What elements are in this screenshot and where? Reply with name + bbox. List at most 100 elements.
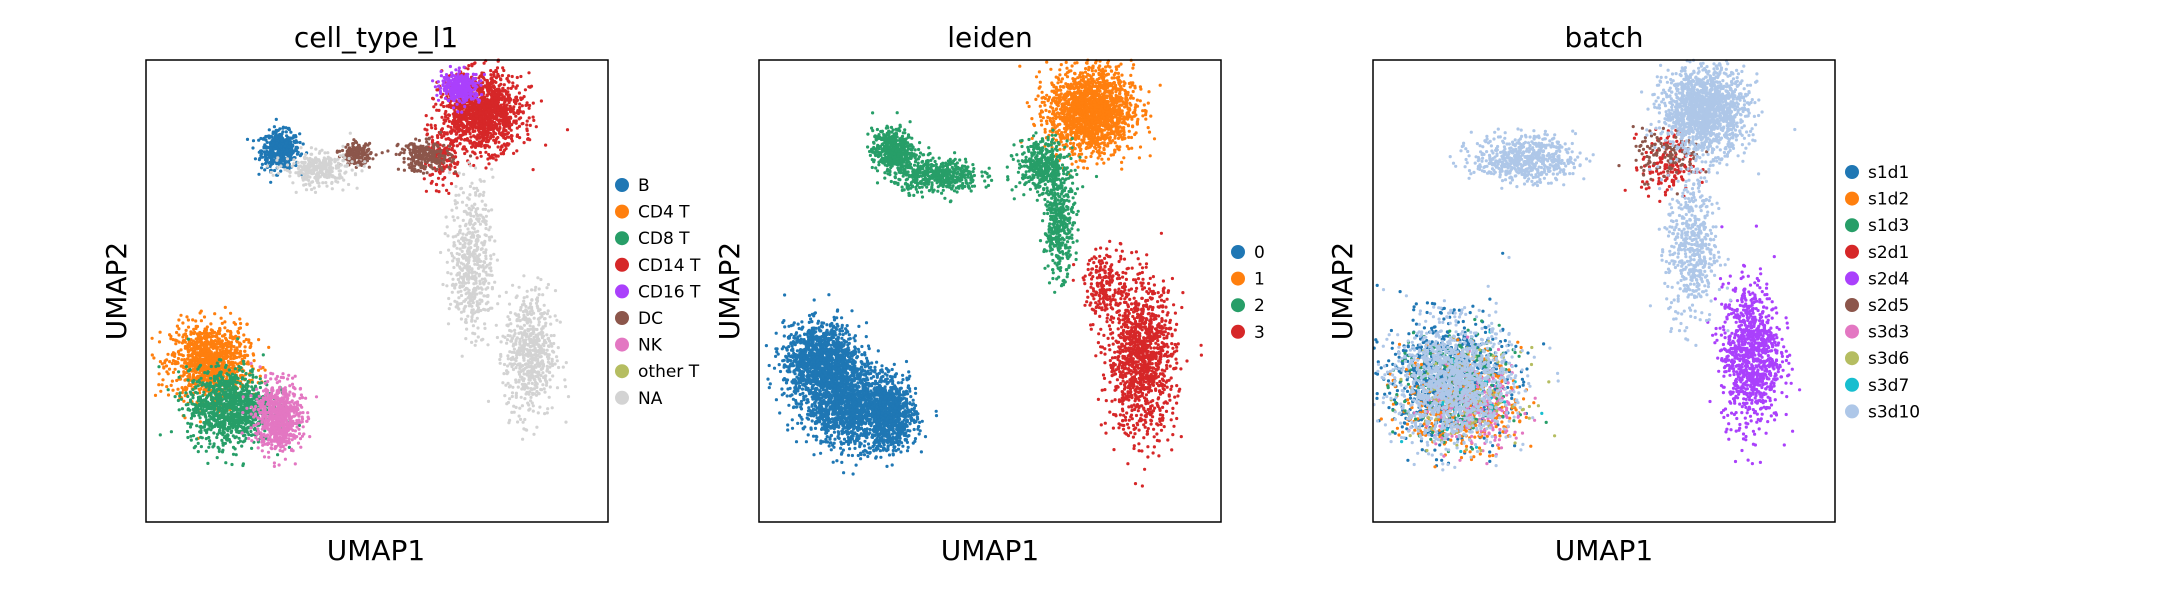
data-point	[223, 405, 226, 408]
data-point	[426, 157, 429, 160]
data-point	[157, 365, 160, 368]
data-point	[455, 77, 458, 80]
data-point	[458, 66, 461, 69]
data-point	[272, 159, 275, 162]
data-point	[521, 104, 524, 107]
data-point	[519, 75, 522, 78]
data-point	[162, 366, 165, 369]
data-point	[218, 431, 221, 434]
data-point	[192, 434, 195, 437]
data-point	[488, 155, 491, 158]
data-point	[218, 332, 221, 335]
data-point	[497, 119, 500, 122]
data-point	[236, 392, 239, 395]
data-point	[286, 136, 289, 139]
data-point	[448, 145, 451, 148]
data-point	[229, 336, 232, 339]
data-point	[447, 99, 450, 102]
data-point	[439, 92, 442, 95]
data-point	[454, 151, 457, 154]
data-point	[161, 378, 164, 381]
data-point	[475, 122, 478, 125]
data-point	[466, 67, 469, 70]
data-point	[291, 144, 294, 147]
data-point	[434, 103, 437, 106]
data-point	[302, 142, 305, 145]
data-point	[209, 322, 212, 325]
data-point	[192, 379, 195, 382]
data-point	[238, 415, 241, 418]
data-point	[224, 366, 227, 369]
data-point	[440, 74, 443, 77]
data-point	[166, 353, 169, 356]
data-point	[229, 393, 232, 396]
data-point	[181, 407, 184, 410]
data-point	[494, 140, 497, 143]
data-point	[527, 71, 530, 74]
data-point	[195, 437, 198, 440]
data-point	[486, 132, 489, 135]
data-point	[192, 368, 195, 371]
data-point	[225, 342, 228, 345]
data-point	[248, 401, 251, 404]
data-point	[210, 365, 213, 368]
data-point	[240, 425, 243, 428]
data-point	[368, 166, 371, 169]
data-point	[200, 384, 203, 387]
data-point	[498, 127, 501, 130]
data-point	[481, 89, 484, 92]
data-point	[199, 346, 202, 349]
data-point	[190, 402, 193, 405]
data-point	[492, 104, 495, 107]
data-point	[205, 385, 208, 388]
data-point	[291, 136, 294, 139]
data-point	[233, 355, 236, 358]
data-point	[435, 183, 438, 186]
series-dc	[336, 131, 472, 175]
data-point	[192, 332, 195, 335]
data-point	[291, 152, 294, 155]
data-point	[477, 81, 480, 84]
data-point	[185, 365, 188, 368]
data-point	[230, 407, 233, 410]
data-point	[511, 81, 514, 84]
data-point	[407, 157, 410, 160]
data-point	[463, 138, 466, 141]
data-point	[191, 396, 194, 399]
data-point	[479, 107, 482, 110]
data-point	[192, 339, 195, 342]
data-point	[185, 315, 188, 318]
data-point	[247, 385, 250, 388]
data-point	[214, 383, 217, 386]
data-point	[202, 391, 205, 394]
data-point	[473, 88, 476, 91]
data-point	[434, 85, 437, 88]
data-point	[456, 124, 459, 127]
series-cd14-t	[420, 59, 569, 195]
data-point	[177, 357, 180, 360]
data-point	[503, 113, 506, 116]
data-point	[487, 162, 490, 165]
data-point	[300, 152, 303, 155]
data-point	[458, 136, 461, 139]
data-point	[227, 355, 230, 358]
data-point	[457, 118, 460, 121]
data-point	[167, 393, 170, 396]
data-point	[199, 397, 202, 400]
data-point	[223, 426, 226, 429]
data-point	[509, 105, 512, 108]
data-point	[239, 421, 242, 424]
data-point	[494, 111, 497, 114]
data-point	[273, 169, 276, 172]
data-point	[275, 129, 278, 132]
data-point	[368, 157, 371, 160]
data-point	[195, 424, 198, 427]
data-point	[174, 395, 177, 398]
data-point	[212, 331, 215, 334]
data-point	[506, 77, 509, 80]
data-point	[198, 388, 201, 391]
data-point	[471, 101, 474, 104]
data-point	[259, 386, 262, 389]
data-point	[205, 419, 208, 422]
data-point	[204, 365, 207, 368]
